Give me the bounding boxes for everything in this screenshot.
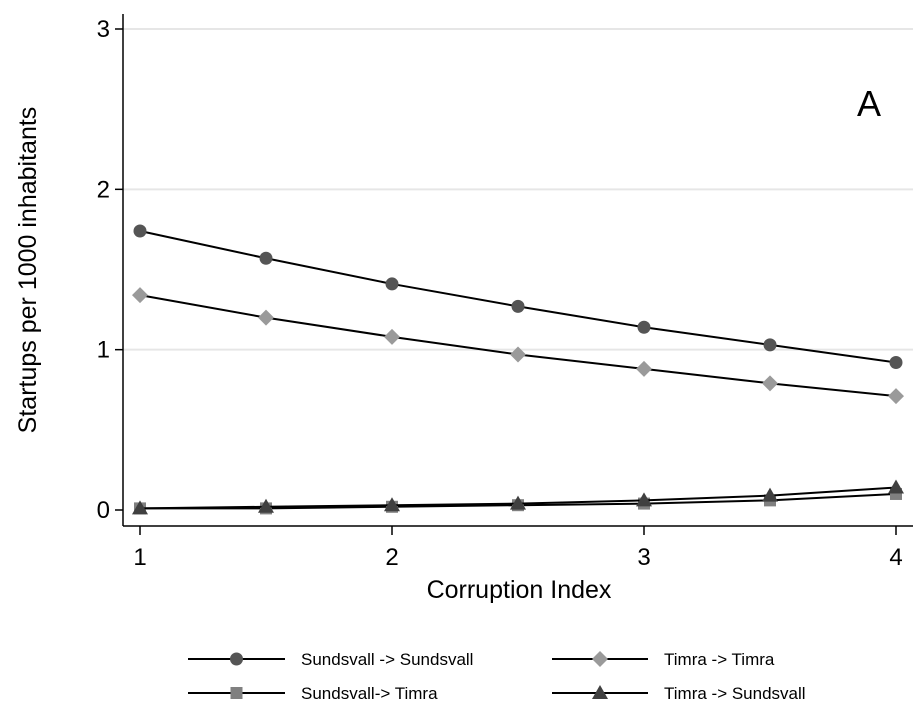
data-point-3-2 [384,497,400,512]
legend-marker-2 [230,687,243,699]
panel-label: A [857,83,881,124]
data-point-0-5 [763,338,777,352]
data-point-1-1 [258,309,274,326]
legend: Sundsvall -> Sundsvall Timra -> Timra Sund… [188,650,806,703]
x-ticks: 1 2 3 4 [133,526,903,571]
legend-label-2: Sundsvall-> Timra [301,684,438,703]
data-point-1-0 [132,287,148,304]
legend-marker-3 [592,685,608,699]
series-0 [133,224,903,369]
data-point-0-1 [259,251,273,265]
data-point-1-5 [762,375,778,392]
series-line-0 [139,230,897,364]
x-tick-label-1: 1 [133,544,146,571]
y-tick-label-2: 2 [97,176,110,203]
y-ticks: 0 1 2 3 [97,16,123,524]
legend-label-3: Timra -> Sundsvall [664,684,806,703]
data-point-1-3 [510,346,526,363]
legend-item-3: Timra -> Sundsvall [552,684,806,703]
y-tick-label-1: 1 [97,337,110,364]
series-1 [132,287,904,405]
data-point-1-2 [384,328,400,345]
data-point-3-6 [888,479,904,494]
data-point-0-6 [889,355,903,369]
data-point-0-2 [385,277,399,291]
data-point-3-5 [762,487,778,502]
x-tick-label-2: 2 [385,544,398,571]
y-tick-label-3: 3 [97,16,110,43]
data-point-0-3 [511,299,525,313]
data-point-0-4 [637,320,651,334]
legend-item-2: Sundsvall-> Timra [188,684,438,703]
series-group [132,224,904,515]
data-point-1-6 [888,388,904,405]
x-tick-label-4: 4 [889,544,902,571]
legend-marker-0 [230,652,243,666]
data-point-3-4 [636,492,652,507]
legend-item-0: Sundsvall -> Sundsvall [188,650,473,669]
data-point-3-3 [510,495,526,510]
legend-label-1: Timra -> Timra [664,650,775,669]
x-tick-label-3: 3 [637,544,650,571]
legend-item-1: Timra -> Timra [552,650,775,669]
series-3 [132,479,904,515]
data-point-0-0 [133,224,147,238]
data-point-1-4 [636,360,652,377]
y-axis-title: Startups per 1000 inhabitants [14,107,42,434]
data-point-3-0 [132,500,148,515]
data-point-3-1 [258,498,274,513]
y-tick-label-0: 0 [97,497,110,524]
legend-label-0: Sundsvall -> Sundsvall [301,650,473,669]
axes [122,14,913,527]
legend-marker-1 [592,651,608,667]
x-axis-title: Corruption Index [427,576,612,604]
